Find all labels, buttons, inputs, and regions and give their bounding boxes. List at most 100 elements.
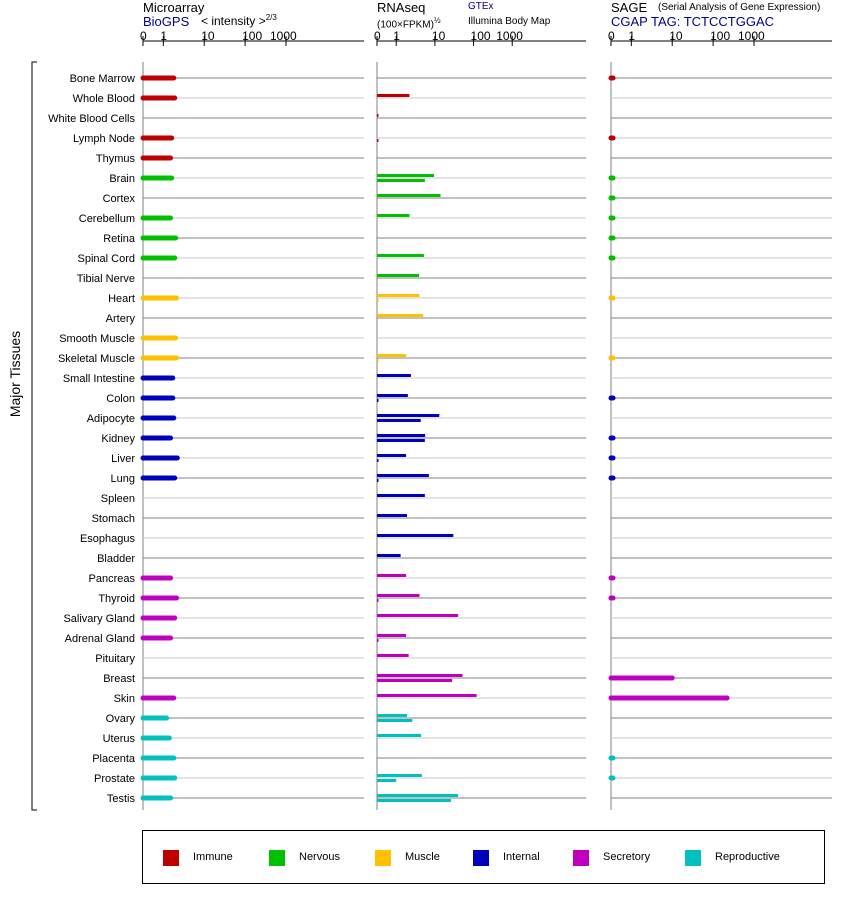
sage-title: SAGE — [611, 0, 648, 15]
tissue-label-skeletal-muscle: Skeletal Muscle — [58, 353, 135, 365]
illumina-bar-liver — [377, 459, 379, 462]
illumina-bar-kidney — [377, 439, 425, 442]
sage-tick-label-10: 10 — [669, 29, 683, 43]
microarray-tick-label-0: 0 — [140, 29, 147, 43]
tissue-label-adrenal-gland: Adrenal Gland — [65, 633, 135, 645]
sage-tick-label-0: 0 — [608, 29, 615, 43]
gtex-bar-pancreas — [377, 574, 407, 577]
gtex-bar-artery — [377, 314, 424, 317]
tissue-label-smooth-muscle: Smooth Muscle — [59, 333, 135, 345]
gtex-bar-heart — [377, 294, 420, 297]
microarray-tick-label-100: 100 — [242, 29, 262, 43]
tissue-label-lung: Lung — [111, 473, 135, 485]
microarray-units-exponent: 2/3 — [265, 13, 277, 22]
illumina-bar-prostate — [377, 779, 397, 782]
gtex-bar-stomach — [377, 514, 408, 517]
gtex-bar-colon — [377, 394, 408, 397]
tissue-label-white-blood-cells: White Blood Cells — [48, 113, 135, 125]
tissue-label-whole-blood: Whole Blood — [73, 93, 135, 105]
illumina-bar-testis — [377, 799, 451, 802]
gtex-bar-spleen — [377, 494, 425, 497]
legend-swatch-secretory — [573, 850, 589, 866]
gtex-bar-bladder — [377, 554, 401, 557]
illumina-bar-lymph-node — [377, 139, 379, 142]
gtex-bar-uterus — [377, 734, 422, 737]
illumina-bar-brain — [377, 179, 425, 182]
gtex-bar-skeletal-muscle — [377, 354, 407, 357]
legend-label-reproductive: Reproductive — [715, 851, 780, 863]
tissue-label-tibial-nerve: Tibial Nerve — [77, 273, 135, 285]
gtex-bar-cortex — [377, 194, 441, 197]
tissue-label-lymph-node: Lymph Node — [73, 133, 135, 145]
tissue-label-bladder: Bladder — [97, 553, 135, 565]
illumina-bar-colon — [377, 399, 379, 402]
illumina-bar-skeletal-muscle — [377, 359, 379, 362]
legend-swatch-reproductive — [685, 850, 701, 866]
gtex-bar-thyroid — [377, 594, 420, 597]
tissue-label-thymus: Thymus — [96, 153, 136, 165]
sage-tag-link[interactable]: CGAP TAG: TCTCCTGGAC — [611, 14, 775, 29]
gtex-bar-prostate — [377, 774, 422, 777]
rnaseq-units-text: (100×FPKM) — [377, 19, 434, 31]
rnaseq-tick-label-100: 100 — [471, 29, 491, 43]
tissues-bracket — [31, 61, 37, 811]
rnaseq-title: RNAseq — [377, 0, 426, 15]
tissue-label-small-intestine: Small Intestine — [63, 373, 135, 385]
gtex-bar-liver — [377, 454, 407, 457]
tissue-label-pancreas: Pancreas — [89, 573, 136, 585]
tissue-label-cortex: Cortex — [103, 193, 136, 205]
microarray-tick-label-1: 1 — [160, 29, 167, 43]
gtex-bar-brain — [377, 174, 435, 177]
gtex-bar-tibial-nerve — [377, 274, 420, 277]
microarray-tick-label-10: 10 — [201, 29, 215, 43]
tissue-label-ovary: Ovary — [106, 713, 136, 725]
legend-label-muscle: Muscle — [405, 851, 440, 863]
legend-swatch-nervous — [269, 850, 285, 866]
tissue-label-salivary-gland: Salivary Gland — [63, 613, 135, 625]
legend-swatch-muscle — [375, 850, 391, 866]
microarray-units: < intensity >2/3 — [201, 13, 277, 28]
tissue-label-liver: Liver — [111, 453, 135, 465]
tissue-label-pituitary: Pituitary — [95, 653, 135, 665]
gtex-bar-white-blood-cells — [377, 114, 379, 117]
tissue-label-placenta: Placenta — [92, 753, 136, 765]
rnaseq-tick-label-0: 0 — [374, 29, 381, 43]
tissue-label-testis: Testis — [107, 793, 136, 805]
gtex-bar-ovary — [377, 714, 408, 717]
sage-tick-label-1: 1 — [628, 29, 635, 43]
gtex-bar-breast — [377, 674, 463, 677]
legend-label-secretory: Secretory — [603, 851, 651, 863]
microarray-source-link[interactable]: BioGPS — [143, 14, 190, 29]
illumina-bar-adipocyte — [377, 419, 421, 422]
legend-label-internal: Internal — [503, 851, 540, 863]
gtex-bar-skin — [377, 694, 477, 697]
tissue-label-adipocyte: Adipocyte — [87, 413, 135, 425]
legend: Immune Nervous Muscle Internal Secretory… — [142, 830, 825, 884]
gtex-bar-salivary-gland — [377, 614, 459, 617]
rnaseq-tick-label-10: 10 — [432, 29, 446, 43]
gtex-bar-pituitary — [377, 654, 409, 657]
tissue-label-spinal-cord: Spinal Cord — [78, 253, 135, 265]
tissue-label-cerebellum: Cerebellum — [79, 213, 135, 225]
tissue-label-bone-marrow: Bone Marrow — [70, 73, 135, 85]
gtex-bar-lung — [377, 474, 429, 477]
tissue-label-esophagus: Esophagus — [80, 533, 136, 545]
tissue-label-kidney: Kidney — [101, 433, 135, 445]
tissue-label-colon: Colon — [106, 393, 135, 405]
tissue-label-skin: Skin — [114, 693, 135, 705]
gtex-bar-adipocyte — [377, 414, 440, 417]
gtex-source-link[interactable]: GTEx — [468, 1, 494, 12]
legend-label-immune: Immune — [193, 851, 233, 863]
sage-tick-label-100: 100 — [710, 29, 730, 43]
microarray-title: Microarray — [143, 0, 205, 15]
legend-swatch-internal — [473, 850, 489, 866]
illumina-bar-thyroid — [377, 599, 379, 602]
gtex-bar-small-intestine — [377, 374, 411, 377]
gtex-bar-kidney — [377, 434, 426, 437]
rnaseq-tick-label-1000: 1000 — [496, 29, 523, 43]
tissue-label-brain: Brain — [109, 173, 135, 185]
tissue-label-uterus: Uterus — [103, 733, 136, 745]
illumina-source-label: Illumina Body Map — [468, 16, 551, 27]
microarray-tick-label-1000: 1000 — [270, 29, 297, 43]
